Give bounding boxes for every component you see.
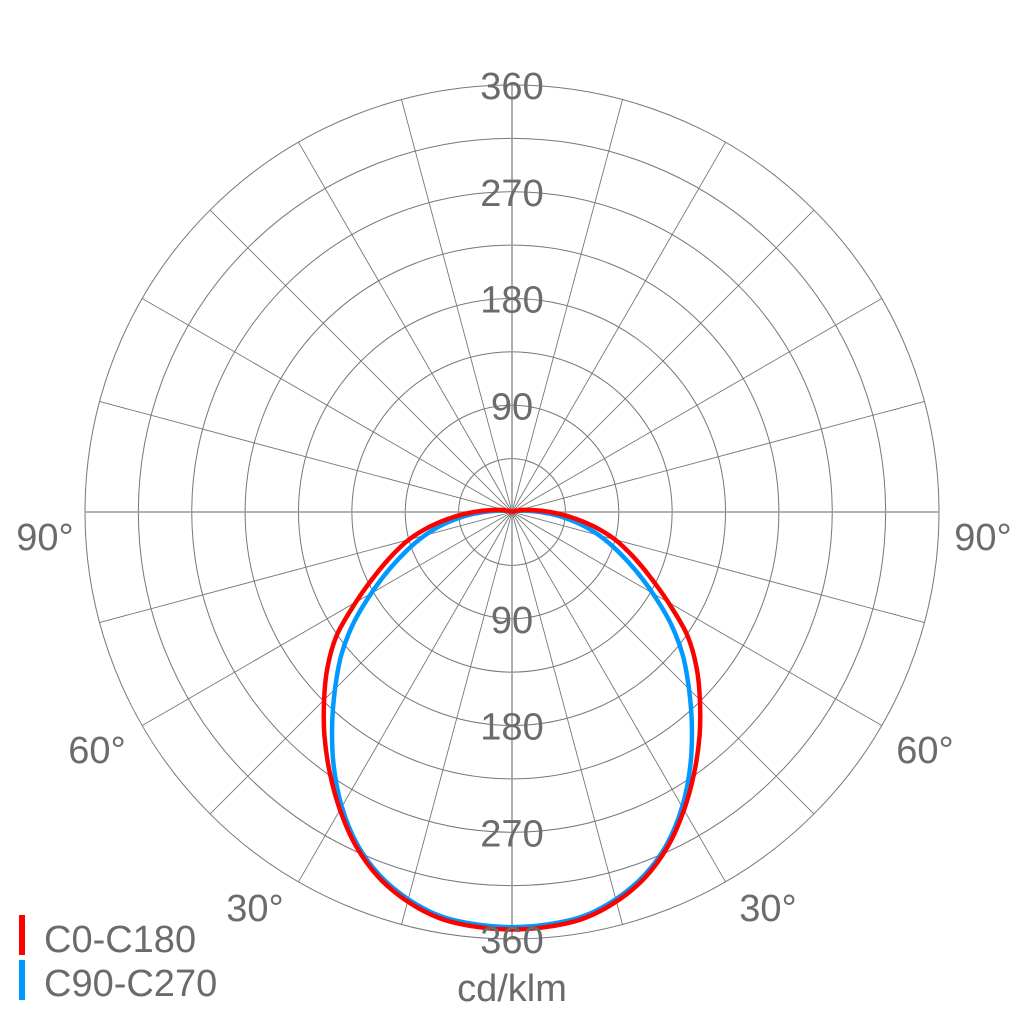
legend-label-c0-c180: C0-C180: [44, 919, 196, 961]
radial-tick-label: 360: [480, 66, 543, 108]
legend: C0-C180 C90-C270: [19, 915, 217, 1005]
angle-label: 60°: [896, 730, 953, 772]
radial-tick-label: 360: [480, 920, 543, 962]
radial-tick-label: 270: [480, 813, 543, 855]
axis-labels: 90 90 180 180 270 270 360 360 90° 90° 60° 60° 30° 30°: [16, 66, 1011, 962]
legend-label-c90-c270: C90-C270: [44, 963, 217, 1005]
legend-swatch-c0-c180: [19, 915, 25, 955]
radial-tick-label: 180: [480, 280, 543, 322]
series-curve-c0-c180: [321, 507, 703, 932]
radial-tick-label: 90: [491, 386, 533, 428]
unit-label: cd/klm: [457, 968, 567, 1010]
radial-tick-label: 270: [480, 173, 543, 215]
radial-tick-label: 180: [480, 707, 543, 749]
angle-label: 60°: [68, 730, 125, 772]
angle-label: 30°: [226, 888, 283, 930]
angle-label: 30°: [739, 888, 796, 930]
radial-tick-label: 90: [491, 600, 533, 642]
legend-swatch-c90-c270: [19, 960, 25, 1000]
series-curve-c90-c270: [329, 508, 695, 930]
series-curves: [321, 507, 703, 932]
angle-label: 90°: [16, 517, 73, 559]
angle-label: 90°: [954, 517, 1011, 559]
